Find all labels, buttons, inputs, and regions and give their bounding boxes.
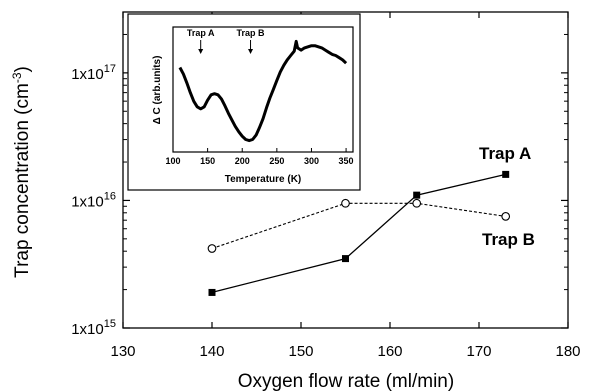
main-x-ticks: 130 140 150 160 170 180 — [110, 12, 581, 360]
x-axis-title: Oxygen flow rate (ml/min) — [238, 371, 454, 391]
x-tick-label: 180 — [555, 343, 580, 360]
trap-a-point — [208, 288, 216, 296]
y-axis-title: Trap concentration (cm-3) — [10, 66, 33, 278]
y-axis-title-main: Trap concentration (cm — [12, 83, 33, 278]
trap-a-point — [413, 191, 421, 199]
trap-b-point — [341, 198, 350, 208]
trap-b-line — [211, 202, 506, 250]
inset-annotation-label: Trap A — [187, 28, 215, 38]
inset-annotation-label: Trap B — [237, 28, 266, 38]
x-tick-label: 150 — [288, 343, 313, 360]
trap-a-point — [502, 170, 510, 178]
inset-x-tick-label: 300 — [304, 156, 319, 166]
y-tick-mantissa: 1x10 — [71, 66, 104, 83]
x-tick-label: 140 — [199, 343, 224, 360]
trap-b-point — [412, 198, 422, 208]
inset-x-ticks: 100 150 200 250 300 350 — [165, 148, 354, 166]
x-tick-label: 170 — [466, 343, 491, 360]
inset-x-tick-label: 350 — [339, 156, 354, 166]
trap-a-point — [342, 255, 349, 263]
inset-series-group — [178, 39, 348, 143]
y-tick-exponent: 16 — [104, 190, 116, 202]
inset-frame — [127, 13, 361, 191]
inset-annotation-arrowhead — [198, 49, 204, 54]
inset-annotations: Trap A Trap B — [187, 28, 265, 54]
y-tick-label: 1x1015 — [71, 318, 116, 338]
x-tick-label: 160 — [377, 343, 402, 360]
inset-y-axis-title: Δ C (arb.units) — [152, 56, 163, 125]
inset-x-tick-label: 250 — [269, 156, 284, 166]
y-tick-exponent: 17 — [104, 63, 116, 75]
y-tick-label: 1x1016 — [71, 190, 116, 210]
y-tick-mantissa: 1x10 — [71, 193, 104, 210]
y-axis-title-exp: -3 — [10, 72, 24, 83]
trap-a-line — [211, 173, 506, 294]
x-tick-label: 130 — [110, 343, 135, 360]
y-tick-mantissa: 1x10 — [71, 321, 104, 338]
trap-a-label: Trap A — [479, 144, 531, 163]
trap-b-label: Trap B — [482, 230, 535, 249]
inset-annotation-arrowhead — [248, 49, 254, 54]
inset-x-tick-label: 150 — [200, 156, 215, 166]
inset-plot-frame — [172, 26, 354, 153]
inset-x-axis-title: Temperature (K) — [225, 174, 302, 185]
trap-b-point — [207, 244, 217, 253]
trap-b-point — [501, 212, 511, 221]
main-plot-frame — [122, 11, 569, 329]
inset-x-tick-label: 200 — [235, 156, 250, 166]
main-series-group — [207, 170, 511, 296]
y-tick-label: 1x1017 — [71, 63, 116, 83]
inset-x-tick-label: 100 — [165, 156, 180, 166]
y-axis-title-close: ) — [12, 66, 33, 72]
y-tick-exponent: 15 — [104, 318, 116, 330]
inset-spectrum-line — [178, 39, 348, 143]
